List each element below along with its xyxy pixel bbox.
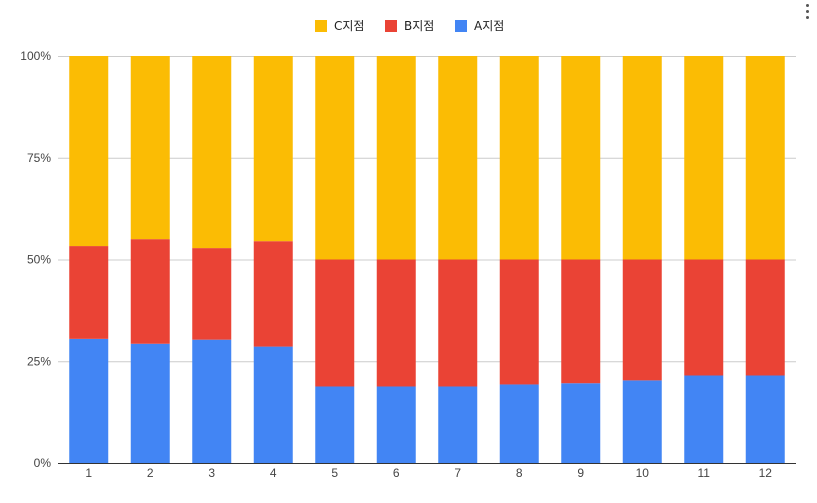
x-tick-label: 6 [393, 466, 400, 480]
gridlines [58, 56, 796, 363]
bar-segment[interactable] [376, 386, 416, 463]
bar-segment[interactable] [561, 383, 601, 463]
bars [69, 56, 785, 463]
x-tick-label: 9 [577, 466, 584, 480]
bar-segment[interactable] [561, 56, 601, 260]
bar-segment[interactable] [499, 384, 539, 463]
x-tick-label: 3 [208, 466, 215, 480]
x-tick-label: 1 [85, 466, 92, 480]
more-options-icon-dot [806, 16, 809, 19]
bar-segment[interactable] [684, 56, 724, 260]
bar-segment[interactable] [192, 56, 232, 249]
bar-segment[interactable] [622, 380, 662, 463]
more-options-icon[interactable] [806, 4, 809, 7]
y-axis: 0% 25% 50% 75% 100% [20, 49, 51, 470]
bar-segment[interactable] [69, 338, 109, 463]
legend-label: C지점 [334, 19, 364, 33]
bar-segment[interactable] [499, 56, 539, 260]
x-axis: 1 2 3 4 5 6 7 8 9 10 11 12 [58, 463, 796, 480]
bar-segment[interactable] [438, 386, 478, 463]
x-tick-label: 10 [636, 466, 650, 480]
x-tick-label: 5 [331, 466, 338, 480]
bar-segment[interactable] [315, 56, 355, 260]
x-tick-label: 11 [698, 466, 711, 480]
bar-segment[interactable] [499, 259, 539, 385]
y-tick-label: 25% [27, 354, 51, 368]
bar-segment[interactable] [130, 343, 170, 463]
y-tick-label: 75% [27, 151, 51, 165]
bar-segment[interactable] [315, 386, 355, 463]
legend-swatch [385, 20, 397, 32]
x-tick-label: 4 [270, 466, 277, 480]
bar-segment[interactable] [69, 56, 109, 247]
bar-segment[interactable] [376, 56, 416, 260]
bar-segment[interactable] [745, 259, 785, 376]
bar-segment[interactable] [130, 56, 170, 240]
bar-segment[interactable] [622, 259, 662, 381]
legend-label: A지점 [474, 19, 504, 33]
legend: C지점 B지점 A지점 [315, 19, 504, 33]
legend-swatch [315, 20, 327, 32]
bar-segment[interactable] [192, 339, 232, 463]
bar-segment[interactable] [130, 239, 170, 344]
y-tick-label: 50% [27, 253, 51, 267]
legend-swatch [455, 20, 467, 32]
bar-segment[interactable] [622, 56, 662, 260]
bar-segment[interactable] [438, 259, 478, 387]
bar-segment[interactable] [315, 259, 355, 387]
legend-label: B지점 [404, 19, 434, 33]
bar-segment[interactable] [684, 259, 724, 376]
bar-segment[interactable] [253, 346, 293, 463]
bar-segment[interactable] [561, 259, 601, 384]
x-tick-label: 8 [516, 466, 523, 480]
bar-segment[interactable] [192, 248, 232, 340]
bar-segment[interactable] [253, 241, 293, 347]
bar-segment[interactable] [438, 56, 478, 260]
x-tick-label: 12 [759, 466, 773, 480]
bar-segment[interactable] [745, 56, 785, 260]
x-tick-label: 7 [454, 466, 461, 480]
more-options-icon-dot [806, 10, 809, 13]
x-tick-label: 2 [147, 466, 154, 480]
bar-segment[interactable] [69, 246, 109, 339]
y-tick-label: 100% [20, 49, 51, 63]
y-tick-label: 0% [34, 456, 52, 470]
bar-segment[interactable] [745, 375, 785, 463]
bar-segment[interactable] [253, 56, 293, 242]
bar-segment[interactable] [376, 259, 416, 387]
bar-segment[interactable] [684, 375, 724, 463]
